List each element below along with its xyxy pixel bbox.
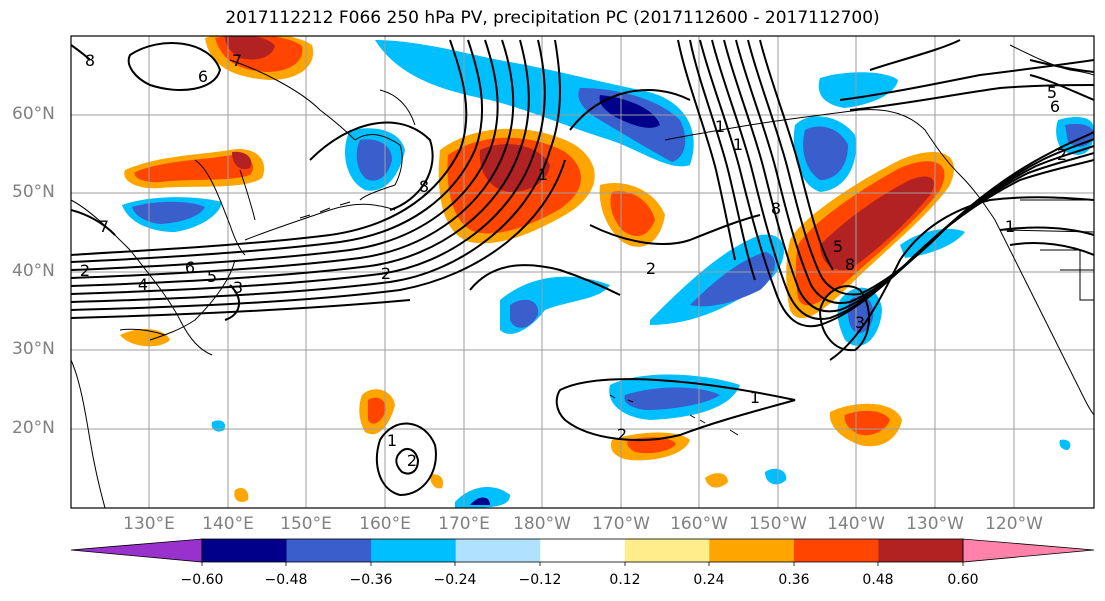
lon-label: 140°E [202,514,254,534]
contour-label: 8 [771,199,781,218]
colorbar-tick-label: 0.36 [778,572,810,588]
contour-label: 3 [233,278,243,297]
lat-label: 60°N [12,104,55,124]
contour-label: 8 [85,51,95,70]
contour-label: 2 [617,425,627,444]
contour-labels: 8 6 7 7 2 6 5 4 3 8 2 1 2 1 1 8 5 8 1 3 … [80,51,1067,470]
contour-label: 6 [198,67,208,86]
map-frame [70,35,1095,509]
contour-label: 6 [185,258,195,277]
lon-label: 140°W [827,514,885,534]
contour-label: 5 [207,267,217,286]
contour-label: 2 [381,264,391,283]
colorbar-segment [455,539,541,562]
lon-label: 130°E [123,514,175,534]
colorbar-extend-min [70,538,203,563]
colorbar-tick-label: −0.36 [349,572,393,588]
colorbar-extend-max [962,538,1095,563]
colorbar-segment [624,539,710,562]
lat-label: 40°N [12,261,55,281]
contour-label: 2 [646,259,656,278]
contour-label: 3 [855,313,865,332]
colorbar-tick-label: 0.48 [862,572,894,588]
contour-label: 1 [387,431,397,450]
contour-label: 2 [407,451,417,470]
colorbar-segment [202,539,288,562]
map-title: 2017112212 F066 250 hPa PV, precipitatio… [225,8,880,28]
colorbar-segment [286,539,372,562]
contour-label: 2 [80,261,90,280]
contour-label: 1 [538,165,548,184]
colorbar-segment [878,539,964,562]
coastlines [71,44,1094,508]
lon-label: 180°W [513,514,571,534]
colorbar-segment [709,539,795,562]
contour-label: 6 [1050,97,1060,116]
lon-label: 150°W [749,514,807,534]
lon-label: 160°E [359,514,411,534]
contour-label: 1 [715,117,725,136]
colorbar-tick-label: −0.24 [433,572,477,588]
colorbar-segment [371,539,457,562]
lat-label: 30°N [12,339,55,359]
lon-label: 160°W [670,514,728,534]
contour-label: 5 [1047,83,1057,102]
colorbar [70,538,1095,566]
contour-label: 8 [419,177,429,196]
colorbar-tick-label: −0.60 [180,572,224,588]
lon-label: 170°E [438,514,490,534]
lon-label: 130°W [906,514,964,534]
contour-label: 4 [138,275,148,294]
pv-contours [71,39,1094,497]
colorbar-tick-label: 0.24 [693,572,725,588]
lat-label: 50°N [12,182,55,202]
colorbar-tick-label: 0.60 [947,572,979,588]
colorbar-segment [793,539,879,562]
graticule [71,36,1094,508]
contour-label: 2 [1057,145,1067,164]
contour-label: 1 [1005,217,1015,236]
colorbar-tick-label: −0.12 [518,572,562,588]
lat-label: 20°N [12,418,55,438]
contour-label: 7 [232,51,242,70]
lon-label: 170°W [592,514,650,534]
contour-label: 1 [750,388,760,407]
lon-label: 120°W [985,514,1043,534]
colorbar-segments [202,539,964,562]
colorbar-tick-label: 0.12 [609,572,641,588]
colorbar-tick-label: −0.48 [264,572,308,588]
contour-label: 5 [833,237,843,256]
lon-label: 150°E [280,514,332,534]
colorbar-segment [540,539,626,562]
contour-label: 8 [845,255,855,274]
precip-shading [120,36,1094,508]
contour-label: 7 [99,217,109,236]
contour-label: 1 [733,135,743,154]
